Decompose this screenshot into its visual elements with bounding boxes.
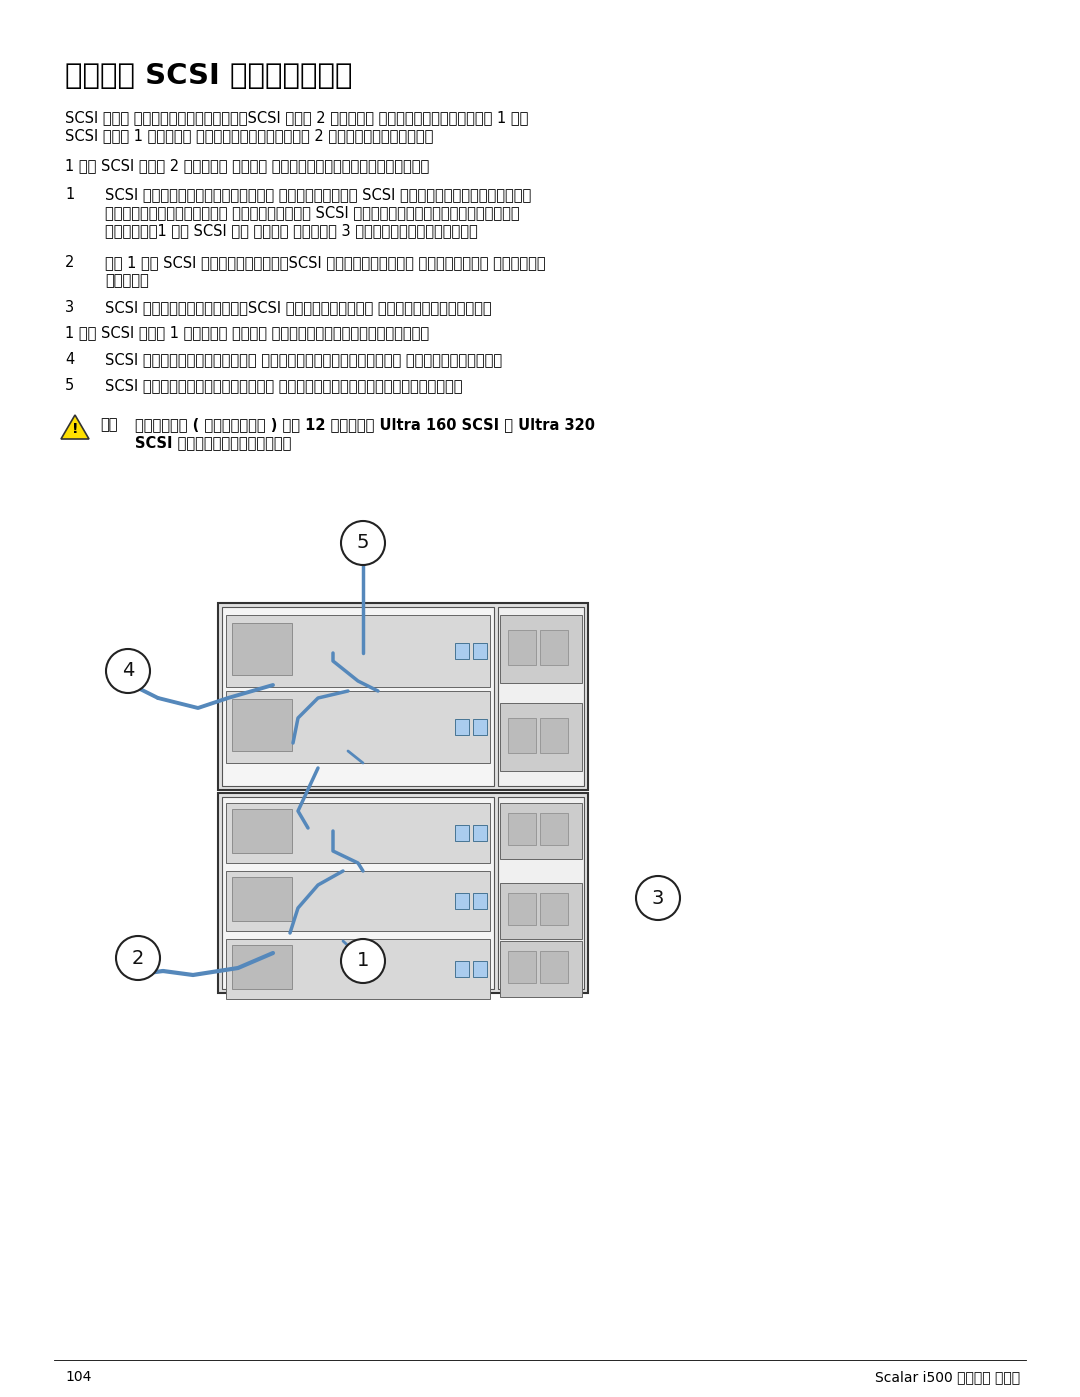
FancyBboxPatch shape [455,643,469,659]
FancyBboxPatch shape [500,615,582,683]
FancyBboxPatch shape [473,961,487,977]
FancyBboxPatch shape [540,718,568,753]
FancyBboxPatch shape [222,608,494,787]
Text: 1: 1 [356,951,369,971]
Text: 5: 5 [65,379,75,393]
Text: 警告: 警告 [100,416,118,432]
FancyBboxPatch shape [500,883,582,939]
FancyBboxPatch shape [540,951,568,983]
FancyBboxPatch shape [226,615,490,687]
Text: 3: 3 [652,888,664,908]
FancyBboxPatch shape [226,692,490,763]
Text: 1: 1 [65,187,75,203]
Text: 104: 104 [65,1370,92,1384]
Text: 5: 5 [356,534,369,552]
Circle shape [341,939,384,983]
Text: SCSI ケーブルをサポートします。: SCSI ケーブルをサポートします。 [135,434,292,450]
Text: 2: 2 [65,256,75,270]
FancyBboxPatch shape [232,809,292,854]
FancyBboxPatch shape [508,893,536,925]
FancyBboxPatch shape [508,951,536,983]
FancyBboxPatch shape [232,877,292,921]
FancyBboxPatch shape [473,719,487,735]
Text: !: ! [71,422,78,436]
Text: 2: 2 [132,949,145,968]
Circle shape [636,876,680,921]
FancyBboxPatch shape [232,698,292,752]
Text: SCSI テープ ドライブの配線については、SCSI バスに 2 つのテープ ドライブを接続する、または 1 つの: SCSI テープ ドライブの配線については、SCSI バスに 2 つのテープ ド… [65,110,528,124]
Text: 4: 4 [122,662,134,680]
FancyBboxPatch shape [540,630,568,665]
Circle shape [116,936,160,981]
Text: SCSI ケーブルの一端を一番下のテープ ドライブの一番上の SCSI ポートに接続します。次にケーブ: SCSI ケーブルの一端を一番下のテープ ドライブの一番上の SCSI ポートに… [105,187,531,203]
Text: Scalar i500 スタート ガイド: Scalar i500 スタート ガイド [875,1370,1020,1384]
FancyBboxPatch shape [500,942,582,997]
Circle shape [106,650,150,693]
FancyBboxPatch shape [473,643,487,659]
FancyBboxPatch shape [500,703,582,771]
Polygon shape [60,415,89,439]
FancyBboxPatch shape [455,719,469,735]
Circle shape [341,521,384,564]
Text: パラレル SCSI ケーブルの接続: パラレル SCSI ケーブルの接続 [65,61,352,89]
FancyBboxPatch shape [498,798,584,989]
FancyBboxPatch shape [226,939,490,999]
FancyBboxPatch shape [455,961,469,977]
FancyBboxPatch shape [500,803,582,859]
Text: ルのもう一端をすぐ上のテープ ドライブの一番下の SCSI ポートに接続します。性能上の問題を回避: ルのもう一端をすぐ上のテープ ドライブの一番下の SCSI ポートに接続します。… [105,205,519,219]
FancyBboxPatch shape [540,813,568,845]
FancyBboxPatch shape [232,623,292,675]
FancyBboxPatch shape [473,893,487,909]
FancyBboxPatch shape [226,803,490,863]
Text: もう 1 本の SCSI ケーブルを使用して、SCSI バスの一番下のテープ ドライブをホスト システムに接: もう 1 本の SCSI ケーブルを使用して、SCSI バスの一番下のテープ ド… [105,256,545,270]
FancyBboxPatch shape [218,793,588,993]
Text: ライブラリは ( 内部配線を含み ) 最長 12 メートルの Ultra 160 SCSI と Ultra 320: ライブラリは ( 内部配線を含み ) 最長 12 メートルの Ultra 160… [135,416,595,432]
FancyBboxPatch shape [455,893,469,909]
FancyBboxPatch shape [498,608,584,787]
Text: SCSI ターミネータを使用して、SCSI バスの一番上のテープ ドライブを終端処理します。: SCSI ターミネータを使用して、SCSI バスの一番上のテープ ドライブを終端… [105,300,491,314]
FancyBboxPatch shape [232,944,292,989]
FancyBboxPatch shape [218,604,588,789]
FancyBboxPatch shape [222,798,494,989]
FancyBboxPatch shape [508,630,536,665]
Text: 1 つの SCSI バスに 2 つのテープ ドライブ を接続するには、次の手順に従います。: 1 つの SCSI バスに 2 つのテープ ドライブ を接続するには、次の手順に… [65,158,429,173]
FancyBboxPatch shape [473,826,487,841]
FancyBboxPatch shape [226,870,490,930]
FancyBboxPatch shape [540,893,568,925]
Text: SCSI バスに 1 つのテープ ドライブを接続するといった 2 通りの方法を推奨します。: SCSI バスに 1 つのテープ ドライブを接続するといった 2 通りの方法を推… [65,129,433,142]
Text: SCSI ケーブルを使用して、テープ ドライブの一番下のポートをホスト システムに接続します。: SCSI ケーブルを使用して、テープ ドライブの一番下のポートをホスト システム… [105,352,502,367]
FancyBboxPatch shape [455,826,469,841]
FancyBboxPatch shape [508,813,536,845]
Text: 4: 4 [65,352,75,367]
Text: するために、1 つの SCSI バス にテープ ドライブを 3 つ以上接続しないでください。: するために、1 つの SCSI バス にテープ ドライブを 3 つ以上接続しない… [105,224,477,237]
Text: 3: 3 [65,300,75,314]
Text: 続します。: 続します。 [105,272,149,288]
Text: SCSI ターミネータを装着して、テープ ドライブの一番上のポートを終端処理します。: SCSI ターミネータを装着して、テープ ドライブの一番上のポートを終端処理しま… [105,379,462,393]
Text: 1 つの SCSI バスに 1 つのテープ ドライブ を接続するには、次の手順に従います。: 1 つの SCSI バスに 1 つのテープ ドライブ を接続するには、次の手順に… [65,326,429,339]
FancyBboxPatch shape [508,718,536,753]
